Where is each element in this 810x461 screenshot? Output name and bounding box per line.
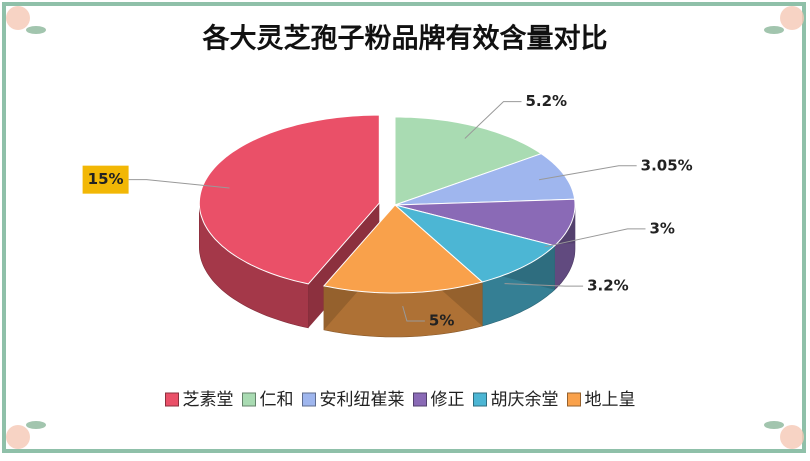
legend-swatch <box>165 392 179 407</box>
legend-label: 仁和 <box>260 390 294 410</box>
pie-slice <box>322 204 484 294</box>
legend-label: 胡庆余堂 <box>491 390 559 410</box>
legend-label: 地上皇 <box>585 390 636 410</box>
legend-swatch <box>413 392 427 407</box>
legend: 芝素堂 仁和 安利纽崔莱 修正 胡庆余堂 地上皇 <box>165 390 636 410</box>
legend-label: 安利纽崔莱 <box>320 390 405 410</box>
pie-tops <box>198 114 576 294</box>
legend-swatch <box>567 392 581 407</box>
data-label: 5.2% <box>525 92 567 110</box>
corner-decoration <box>6 6 804 449</box>
leader-line <box>544 228 646 248</box>
leader-line <box>128 179 230 189</box>
leader-line <box>538 165 637 181</box>
leader-line <box>504 283 584 287</box>
data-label: 5% <box>429 312 454 330</box>
data-label: 15% <box>88 170 124 188</box>
legend-label: 芝素堂 <box>183 390 234 410</box>
legend-swatch <box>242 392 256 407</box>
legend-swatch <box>473 392 487 407</box>
pie-slice <box>394 198 576 247</box>
pie-slice <box>394 204 556 283</box>
legend-label: 修正 <box>431 390 465 410</box>
legend-swatch <box>302 392 316 407</box>
leader-line <box>464 101 522 139</box>
chart-title: 各大灵芝孢子粉品牌有效含量对比 <box>202 23 608 55</box>
data-label: 3.2% <box>587 277 629 295</box>
label-box <box>82 165 129 194</box>
leader-line <box>402 305 425 322</box>
data-label: 3% <box>650 219 675 237</box>
data-label: 3.05% <box>641 156 693 174</box>
